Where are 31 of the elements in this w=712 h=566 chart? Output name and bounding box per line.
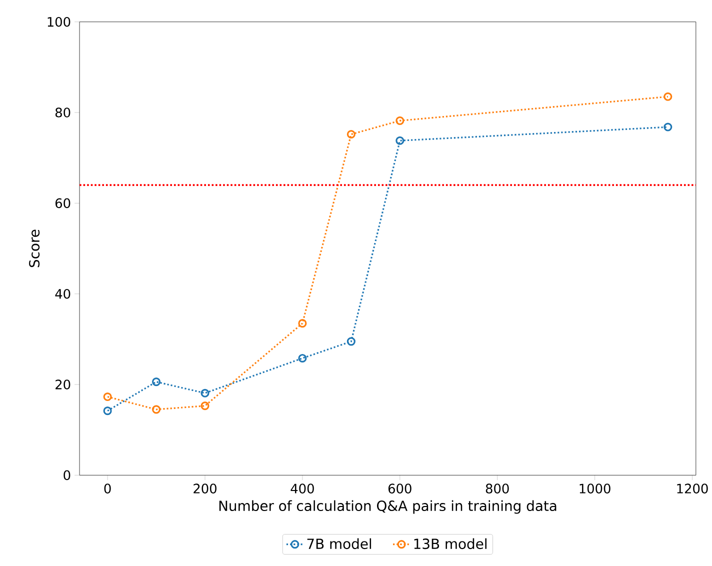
point [346, 337, 356, 346]
point [103, 392, 112, 402]
y-tick-label: 60 [56, 198, 70, 208]
point [152, 378, 161, 386]
x-tick-label: 1000 [580, 484, 610, 494]
point [200, 402, 210, 410]
point [396, 136, 404, 146]
point [298, 354, 307, 363]
legend-label: 7B model [307, 538, 372, 550]
x-axis-title: Number of calculation Q&A pairs in training data [219, 500, 556, 514]
point [152, 405, 161, 414]
x-tick-label: 0 [104, 484, 111, 494]
point [200, 389, 210, 398]
y-tick-label: 40 [55, 289, 70, 299]
x-tick-label: 400 [290, 484, 314, 494]
point [346, 130, 356, 139]
y-axis-title: Score [29, 230, 40, 268]
y-tick-label: 100 [48, 17, 70, 27]
point [396, 116, 404, 126]
x-tick-label: 200 [194, 484, 216, 494]
x-tick-label: 1200 [677, 484, 708, 494]
y-tick-label: 80 [55, 108, 70, 118]
point [298, 319, 307, 328]
legend-label: 13B model [414, 538, 486, 550]
y-tick-label: 20 [56, 380, 70, 390]
point [664, 122, 672, 132]
y-tick-label: 0 [64, 470, 70, 480]
point [103, 406, 112, 416]
x-tick-label: 800 [486, 484, 509, 494]
x-tick-label: 600 [388, 484, 412, 494]
point [664, 92, 672, 102]
